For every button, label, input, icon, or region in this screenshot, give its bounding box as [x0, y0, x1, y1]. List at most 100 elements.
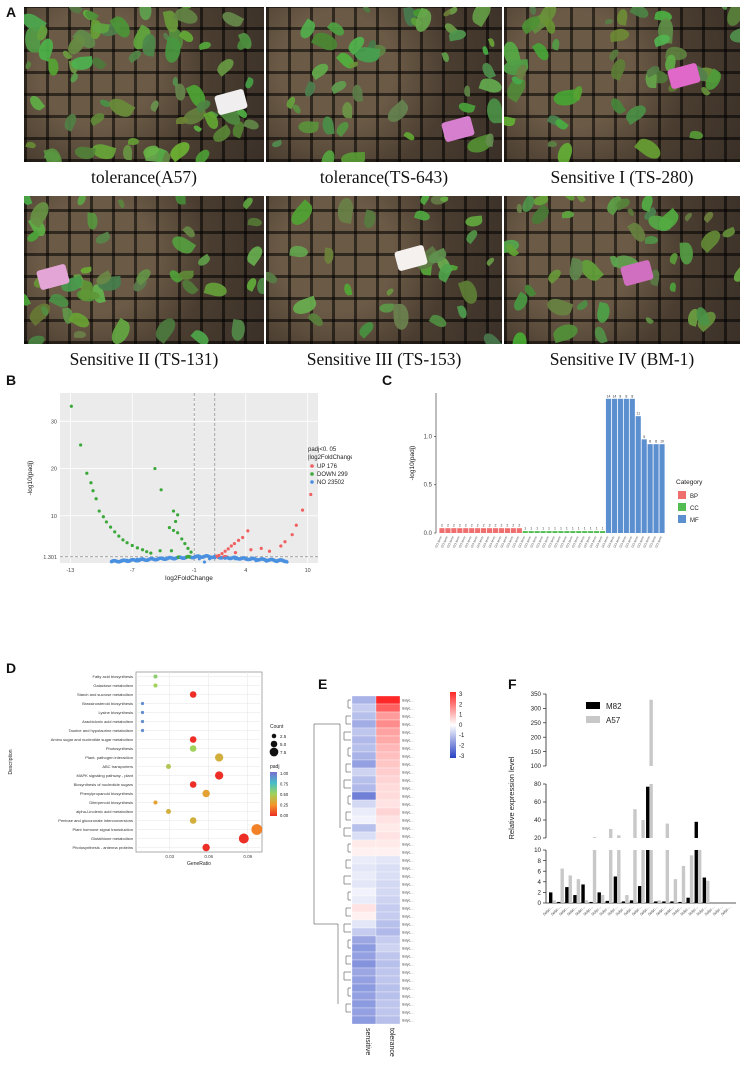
gene-label: Solyc…: [402, 859, 414, 863]
heatmap-cell: [351, 759, 377, 769]
bar: [576, 531, 582, 533]
pathway-label: Amino sugar and nucleotide sugar metabol…: [51, 737, 134, 742]
data-point: [223, 556, 227, 560]
heatmap-cell: [351, 879, 377, 889]
data-point: [183, 542, 187, 546]
y-tick-label: 100: [531, 763, 542, 770]
gene-label: Solyc…: [402, 803, 414, 807]
photo-caption: Sensitive II (TS-131): [69, 349, 219, 369]
data-point: [125, 558, 129, 562]
x-tick-label: GO term: [464, 535, 473, 548]
pathway-label: Photosynthesis - antenna proteins: [73, 845, 133, 850]
bar: [597, 892, 601, 903]
x-tick-label: Solyc…: [704, 905, 716, 917]
bar: [528, 531, 534, 533]
bar: [565, 887, 569, 903]
heatmap-cell: [351, 807, 377, 817]
heatmap-cell: [351, 823, 377, 833]
legend-label: NO 23502: [317, 480, 345, 486]
data-point: [140, 701, 145, 706]
data-point: [171, 528, 176, 533]
gene-label: Solyc…: [402, 891, 414, 895]
gene-label: Solyc…: [402, 963, 414, 967]
bar: [568, 875, 572, 903]
gene-label: Solyc…: [402, 979, 414, 983]
x-tick-label: 4: [244, 568, 247, 574]
data-point: [140, 710, 145, 715]
pathway-label: MAPK signaling pathway - plant: [77, 773, 134, 778]
heatmap-cell: [351, 791, 377, 801]
data-point: [214, 753, 224, 762]
data-point: [202, 789, 210, 798]
heatmap-cell: [375, 887, 401, 897]
y-tick-label: 60: [534, 799, 541, 806]
plant-photo: [504, 7, 740, 162]
gene-label: Solyc…: [402, 707, 414, 711]
bar: [486, 528, 493, 533]
gene-label: Solyc…: [402, 723, 414, 727]
bar: [599, 531, 606, 533]
heatmap-cell: [351, 703, 377, 713]
dendrogram-branch: [345, 811, 351, 821]
heatmap-cell: [375, 871, 401, 881]
gene-label: Solyc…: [402, 739, 414, 743]
bar: [649, 850, 653, 903]
bar: [605, 900, 610, 903]
bar: [665, 823, 670, 838]
gene-label: Solyc…: [402, 995, 414, 999]
heatmap-cell: [375, 847, 401, 857]
bar: [549, 892, 553, 903]
dendrogram-branch: [347, 795, 351, 805]
y-tick-label: 1.0: [424, 434, 433, 440]
x-tick-label: GO term: [601, 535, 610, 548]
bar-value-label: 1: [554, 527, 556, 531]
bar-value-label: 1: [572, 527, 574, 531]
bar-value-label: 14: [612, 394, 616, 398]
bar: [670, 901, 674, 903]
gene-label: Solyc…: [402, 819, 414, 823]
x-tick-label: Solyc…: [688, 905, 700, 917]
bar: [451, 528, 457, 533]
data-point: [223, 549, 227, 553]
bar: [475, 528, 481, 533]
data-point: [140, 719, 145, 724]
bar-value-label: 2: [495, 524, 497, 528]
data-point: [151, 557, 155, 561]
heatmap-cell: [351, 983, 377, 993]
x-tick-label: Solyc…: [599, 905, 611, 917]
bar: [689, 855, 694, 903]
pathway-label: Glutathione metabolism: [91, 836, 134, 841]
gene-label: Solyc…: [402, 747, 414, 751]
bar: [681, 865, 686, 903]
heatmap-cell: [351, 871, 377, 881]
legend-marker: [310, 480, 314, 484]
gene-label: Solyc…: [402, 955, 414, 959]
legend-marker: [270, 740, 278, 748]
data-point: [113, 530, 117, 534]
dendrogram-branch: [347, 843, 351, 853]
bar-value-label: 8: [619, 394, 621, 398]
data-point: [108, 525, 113, 529]
pathway-label: Arachidonic acid metabolism: [82, 719, 134, 724]
bar: [637, 886, 642, 903]
gene-label: Solyc…: [402, 899, 414, 903]
x-tick-label: GO term: [613, 535, 622, 548]
bar: [665, 850, 670, 903]
data-point: [166, 764, 171, 769]
data-point: [233, 557, 238, 561]
data-point: [167, 525, 171, 530]
data-point: [241, 535, 245, 540]
photo-caption: tolerance(TS-643): [319, 167, 449, 187]
bar: [609, 850, 613, 903]
bar: [706, 880, 710, 903]
photo-caption: Sensitive I (TS-280): [550, 167, 694, 187]
heatmap-cell: [375, 791, 401, 801]
x-tick-label: GO term: [523, 535, 532, 548]
bar: [678, 901, 682, 903]
heatmap-colorbar: [450, 692, 456, 758]
bar-value-label: 1: [578, 527, 580, 531]
data-point: [275, 559, 279, 564]
bar: [522, 531, 528, 533]
heatmap-cell: [351, 727, 377, 737]
heatmap-cell: [375, 959, 401, 969]
